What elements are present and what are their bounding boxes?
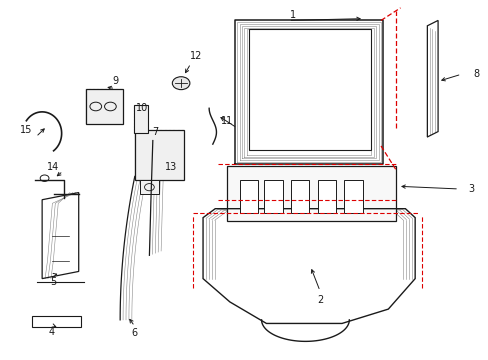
Polygon shape <box>86 89 122 125</box>
Text: 12: 12 <box>189 51 202 61</box>
Polygon shape <box>344 180 362 213</box>
Polygon shape <box>317 180 335 213</box>
Polygon shape <box>264 180 282 213</box>
Text: 3: 3 <box>467 184 473 194</box>
Polygon shape <box>140 180 159 194</box>
Text: 6: 6 <box>131 328 138 338</box>
Polygon shape <box>290 180 309 213</box>
Text: 14: 14 <box>47 162 60 172</box>
Text: 2: 2 <box>316 295 323 305</box>
Text: 15: 15 <box>20 125 32 135</box>
Text: 1: 1 <box>289 10 296 20</box>
Text: 13: 13 <box>165 162 177 172</box>
Polygon shape <box>249 30 370 149</box>
Polygon shape <box>227 166 395 221</box>
Polygon shape <box>135 130 183 180</box>
Text: 4: 4 <box>49 327 55 337</box>
Text: 10: 10 <box>136 103 148 113</box>
Text: 8: 8 <box>472 69 478 79</box>
Circle shape <box>172 77 189 90</box>
Text: 11: 11 <box>221 116 233 126</box>
Text: 7: 7 <box>152 127 159 136</box>
Text: 9: 9 <box>112 76 118 86</box>
Polygon shape <box>134 105 148 134</box>
Text: 5: 5 <box>50 277 57 287</box>
Polygon shape <box>239 180 258 213</box>
